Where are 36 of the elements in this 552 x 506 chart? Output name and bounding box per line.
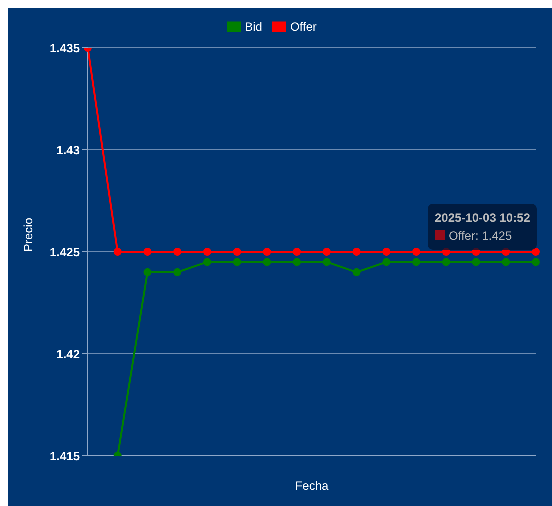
point — [472, 258, 480, 266]
point — [412, 258, 421, 266]
point — [144, 248, 152, 256]
point — [174, 268, 182, 276]
y-tick-label: 1.42 — [56, 347, 80, 362]
point — [352, 268, 361, 276]
x-axis-title: Fecha — [295, 479, 329, 493]
point — [382, 258, 391, 266]
point — [502, 258, 510, 266]
y-tick-label: 1.425 — [50, 245, 80, 260]
point — [203, 248, 212, 256]
point — [263, 258, 272, 266]
point — [233, 248, 242, 256]
point — [352, 248, 361, 256]
point — [293, 258, 302, 266]
point — [293, 248, 302, 256]
y-axis-title: Precio — [21, 218, 36, 252]
point — [263, 248, 272, 256]
point — [322, 258, 331, 266]
point — [144, 268, 152, 276]
point — [382, 248, 391, 256]
point — [203, 258, 212, 266]
y-tick-label: 1.415 — [50, 449, 80, 464]
point — [233, 258, 242, 266]
legend-label: Offer — [290, 20, 317, 34]
y-tick-label: 1.435 — [50, 41, 80, 56]
annotation: 2025-10-03 10:52 Offer: 1.425 — [435, 210, 530, 245]
point — [442, 258, 450, 266]
point — [174, 248, 182, 256]
y-tick-label: 1.43 — [56, 143, 80, 158]
point — [114, 248, 122, 256]
point — [322, 248, 331, 256]
legend-label: Bid — [245, 20, 262, 34]
point — [532, 258, 540, 266]
point — [412, 248, 421, 256]
point — [532, 248, 540, 256]
